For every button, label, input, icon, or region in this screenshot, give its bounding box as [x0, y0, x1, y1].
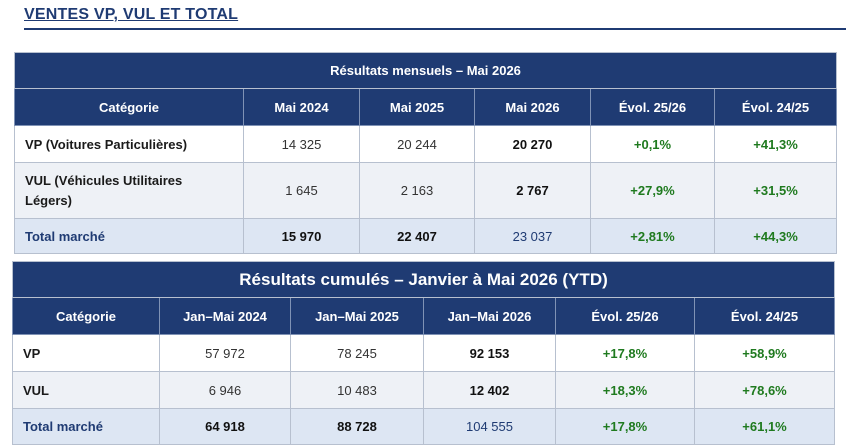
evolution-cell: +61,1% — [693, 408, 836, 445]
column-header: Mai 2024 — [243, 88, 360, 126]
monthly-table-title: Résultats mensuels – Mai 2026 — [13, 52, 838, 89]
value-cell: 1 645 — [243, 162, 360, 219]
monthly-results-table: Résultats mensuels – Mai 2026 Catégorie … — [13, 52, 838, 254]
table-row: VUL (Véhicules Utilitaires Légers) 1 645… — [14, 162, 838, 219]
column-header: Catégorie — [12, 297, 160, 335]
value-cell: 57 972 — [159, 334, 291, 372]
value-cell: 20 244 — [359, 125, 475, 163]
column-header: Mai 2025 — [359, 88, 475, 126]
value-cell: 64 918 — [159, 408, 291, 445]
value-cell: 20 270 — [474, 125, 591, 163]
ytd-table-title: Résultats cumulés – Janvier à Mai 2026 (… — [11, 261, 836, 298]
column-header: Évol. 25/26 — [555, 297, 695, 335]
category-cell: VUL (Véhicules Utilitaires Légers) — [14, 162, 244, 219]
title-underline-rule — [24, 28, 846, 30]
evolution-cell: +2,81% — [590, 218, 715, 254]
column-header: Mai 2026 — [474, 88, 591, 126]
evolution-cell: +58,9% — [693, 334, 836, 372]
value-cell: 23 037 — [474, 218, 591, 254]
value-cell: 22 407 — [359, 218, 475, 254]
column-header: Jan–Mai 2026 — [423, 297, 556, 335]
value-cell: 88 728 — [290, 408, 424, 445]
table-row-total: Total marché 15 970 22 407 23 037 +2,81%… — [14, 218, 838, 254]
column-header: Jan–Mai 2025 — [290, 297, 424, 335]
category-cell: VP (Voitures Particulières) — [14, 125, 244, 163]
evolution-cell: +17,8% — [555, 334, 695, 372]
column-header: Catégorie — [14, 88, 244, 126]
evolution-cell: +0,1% — [590, 125, 715, 163]
page-title: VENTES VP, VUL ET TOTAL — [24, 6, 239, 23]
evolution-cell: +44,3% — [713, 218, 838, 254]
column-header: Évol. 24/25 — [693, 297, 836, 335]
evolution-cell: +31,5% — [713, 162, 838, 219]
evolution-cell: +17,8% — [555, 408, 695, 445]
category-cell: VUL — [12, 371, 160, 409]
column-header: Évol. 25/26 — [590, 88, 715, 126]
ytd-results-table: Résultats cumulés – Janvier à Mai 2026 (… — [11, 261, 836, 445]
table-row: VP 57 972 78 245 92 153 +17,8% +58,9% — [12, 334, 836, 372]
table-row-total: Total marché 64 918 88 728 104 555 +17,8… — [12, 408, 836, 445]
table-row: VP (Voitures Particulières) 14 325 20 24… — [14, 125, 838, 163]
category-cell: Total marché — [12, 408, 160, 445]
value-cell: 2 767 — [474, 162, 591, 219]
evolution-cell: +18,3% — [555, 371, 695, 409]
evolution-cell: +78,6% — [693, 371, 836, 409]
value-cell: 2 163 — [359, 162, 475, 219]
category-cell: VP — [12, 334, 160, 372]
value-cell: 104 555 — [423, 408, 556, 445]
value-cell: 78 245 — [290, 334, 424, 372]
category-cell: Total marché — [14, 218, 244, 254]
table-row: VUL 6 946 10 483 12 402 +18,3% +78,6% — [12, 371, 836, 409]
value-cell: 14 325 — [243, 125, 360, 163]
value-cell: 10 483 — [290, 371, 424, 409]
column-header: Jan–Mai 2024 — [159, 297, 291, 335]
evolution-cell: +27,9% — [590, 162, 715, 219]
value-cell: 15 970 — [243, 218, 360, 254]
column-header: Évol. 24/25 — [713, 88, 838, 126]
value-cell: 92 153 — [423, 334, 556, 372]
evolution-cell: +41,3% — [713, 125, 838, 163]
value-cell: 6 946 — [159, 371, 291, 409]
value-cell: 12 402 — [423, 371, 556, 409]
